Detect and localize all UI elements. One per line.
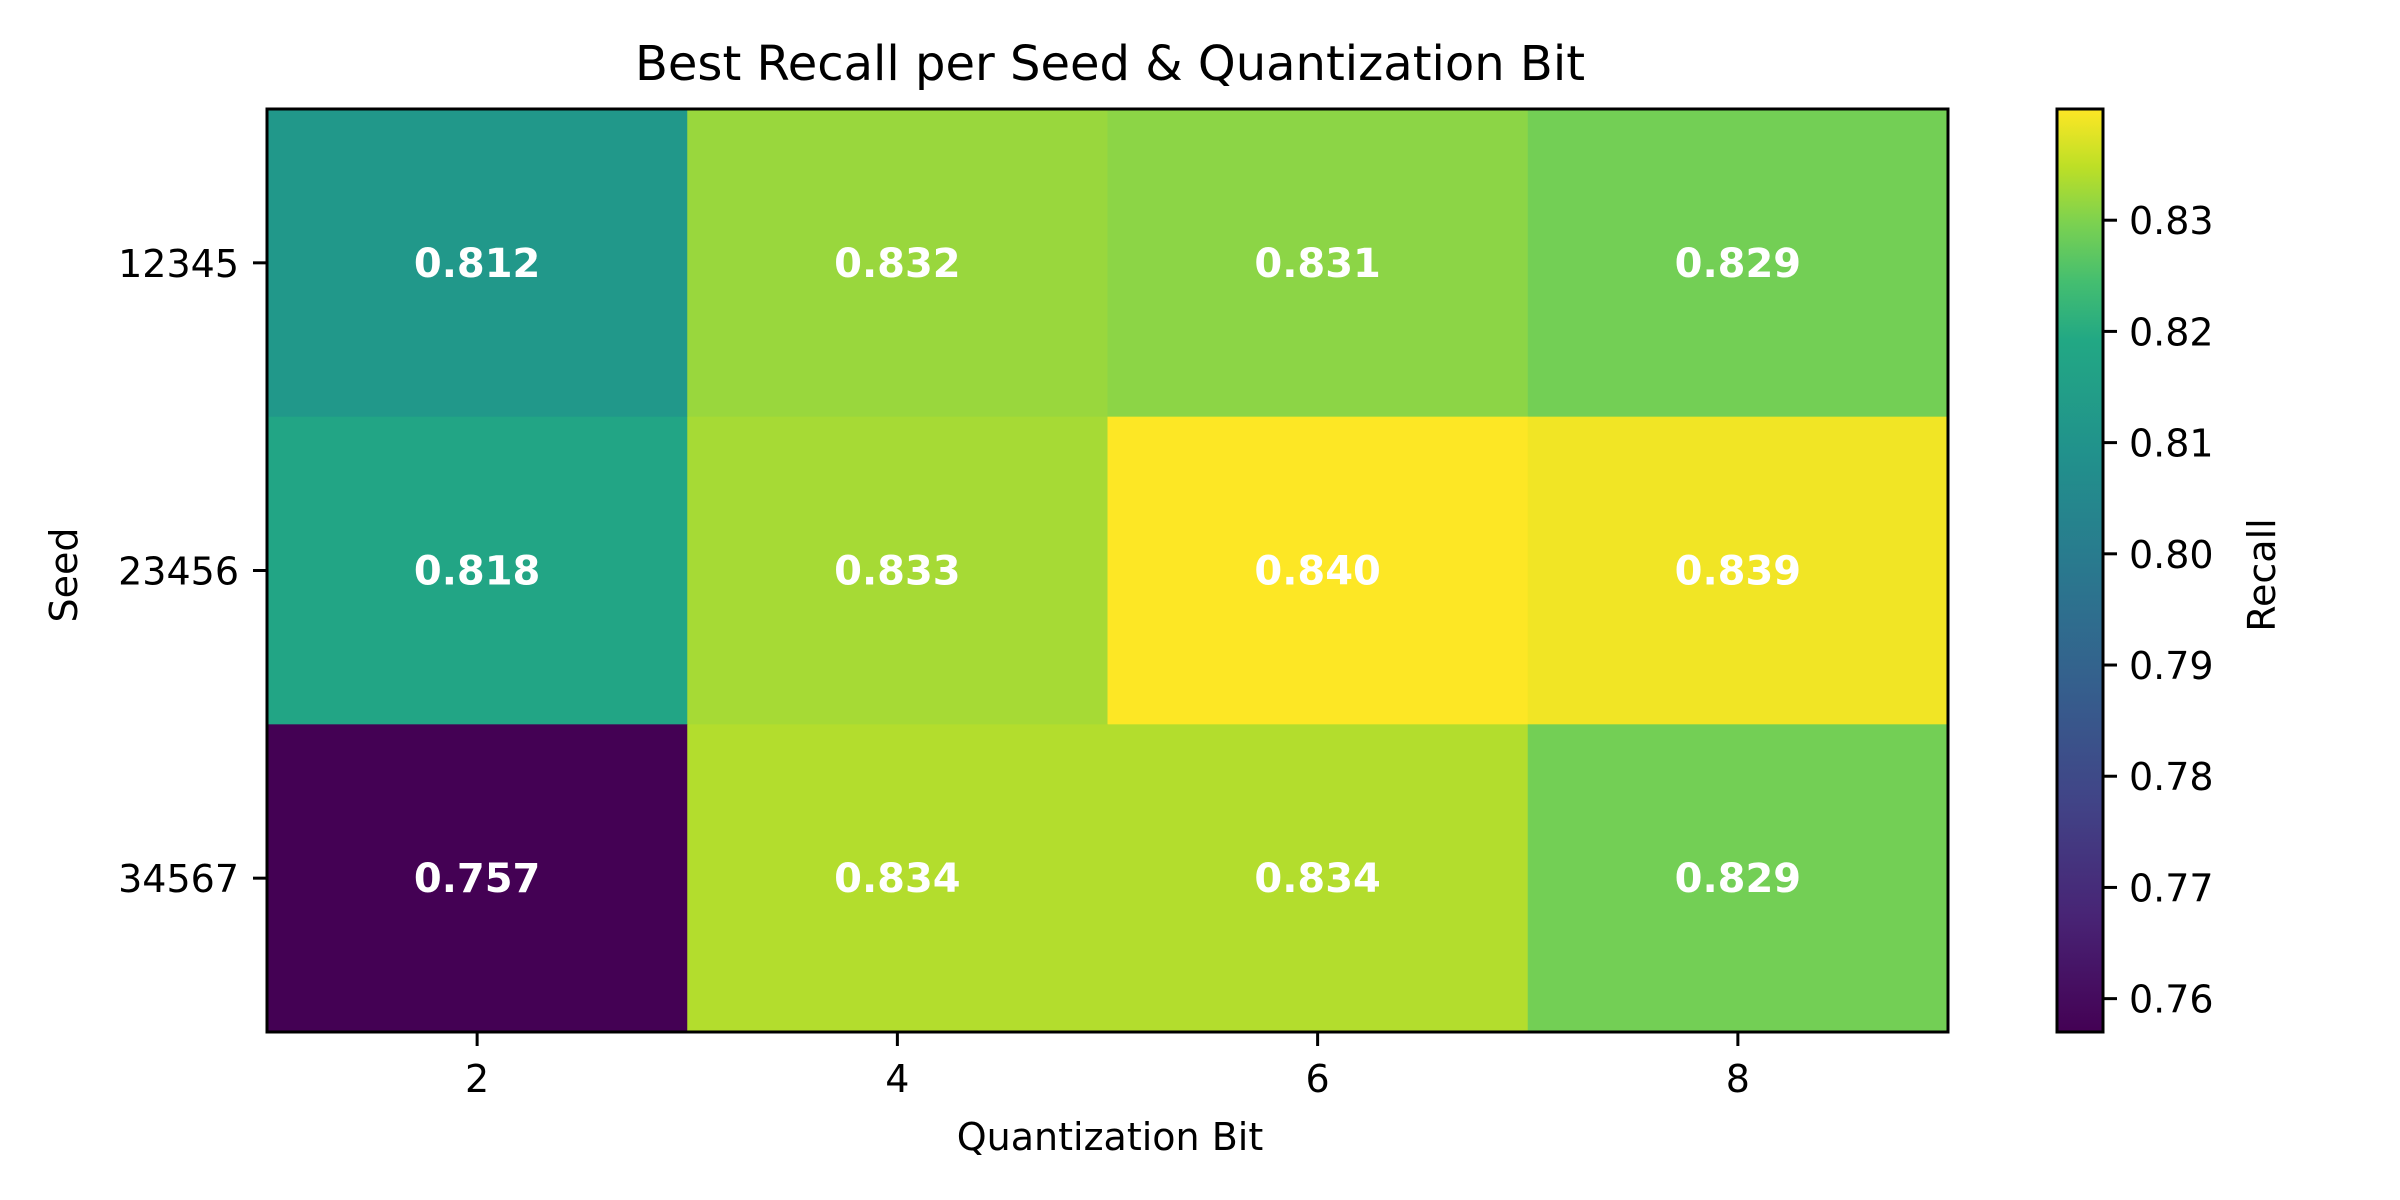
y-axis-label: Seed	[42, 528, 86, 623]
x-tick-label: 4	[885, 1057, 909, 1101]
x-tick-label: 8	[1726, 1057, 1750, 1101]
x-tick-label: 2	[465, 1057, 489, 1101]
cell-value-label: 0.840	[1254, 549, 1381, 595]
colorbar-tick-label: 0.77	[2129, 866, 2214, 910]
colorbar-tick-label: 0.81	[2129, 422, 2214, 466]
heatmap-cell-labels: 0.812 0.832 0.831 0.829 0.818 0.833 0.840 0.839…	[414, 241, 1801, 902]
heatmap-cell	[1107, 109, 1529, 418]
heatmap-cell	[687, 416, 1108, 725]
colorbar: 0.76 0.77 0.78 0.79 0.80 0.81 0.82 0.83	[2055, 107, 2214, 1034]
x-axis-label: Quantization Bit	[957, 1115, 1263, 1159]
colorbar-gradient	[2057, 109, 2103, 1032]
heatmap-cell	[267, 416, 688, 725]
heatmap-cell	[1527, 416, 1949, 725]
cell-value-label: 0.839	[1675, 549, 1802, 595]
cell-value-label: 0.812	[414, 241, 541, 287]
chart-title: Best Recall per Seed & Quantization Bit	[635, 36, 1585, 92]
cell-value-label: 0.818	[414, 549, 541, 595]
cell-value-label: 0.832	[834, 241, 961, 287]
cell-value-label: 0.834	[834, 856, 961, 902]
heatmap-cell	[1107, 724, 1529, 1033]
colorbar-tick-label: 0.78	[2129, 755, 2214, 799]
x-tick-label: 6	[1306, 1057, 1330, 1101]
colorbar-label: Recall	[2240, 518, 2284, 631]
cell-value-label: 0.829	[1675, 241, 1802, 287]
cell-value-label: 0.833	[834, 549, 961, 595]
colorbar-tick-label: 0.80	[2129, 533, 2214, 577]
heatmap-cell	[1527, 109, 1949, 418]
heatmap-cell	[687, 724, 1108, 1033]
colorbar-frame	[2055, 107, 2105, 1034]
x-axis: 2 4 6 8	[465, 1032, 1750, 1101]
cell-value-label: 0.757	[414, 856, 541, 902]
y-axis: 12345 23456 34567	[118, 242, 267, 901]
colorbar-tick-label: 0.83	[2129, 199, 2214, 243]
colorbar-tick-label: 0.76	[2129, 978, 2214, 1022]
colorbar-tick-label: 0.82	[2129, 310, 2214, 354]
y-tick-label: 34567	[118, 857, 239, 901]
cell-value-label: 0.834	[1254, 856, 1381, 902]
colorbar-tick-label: 0.79	[2129, 644, 2214, 688]
heatmap-cell	[1107, 416, 1529, 725]
heatmap-cell	[1527, 724, 1949, 1033]
heatmap-cells	[267, 109, 1949, 1033]
y-tick-label: 23456	[118, 550, 239, 594]
heatmap-cell	[267, 724, 688, 1033]
cell-value-label: 0.831	[1254, 241, 1381, 287]
cell-value-label: 0.829	[1675, 856, 1802, 902]
y-tick-label: 12345	[118, 242, 239, 286]
heatmap-cell	[687, 109, 1108, 418]
heatmap-cell	[267, 109, 688, 418]
